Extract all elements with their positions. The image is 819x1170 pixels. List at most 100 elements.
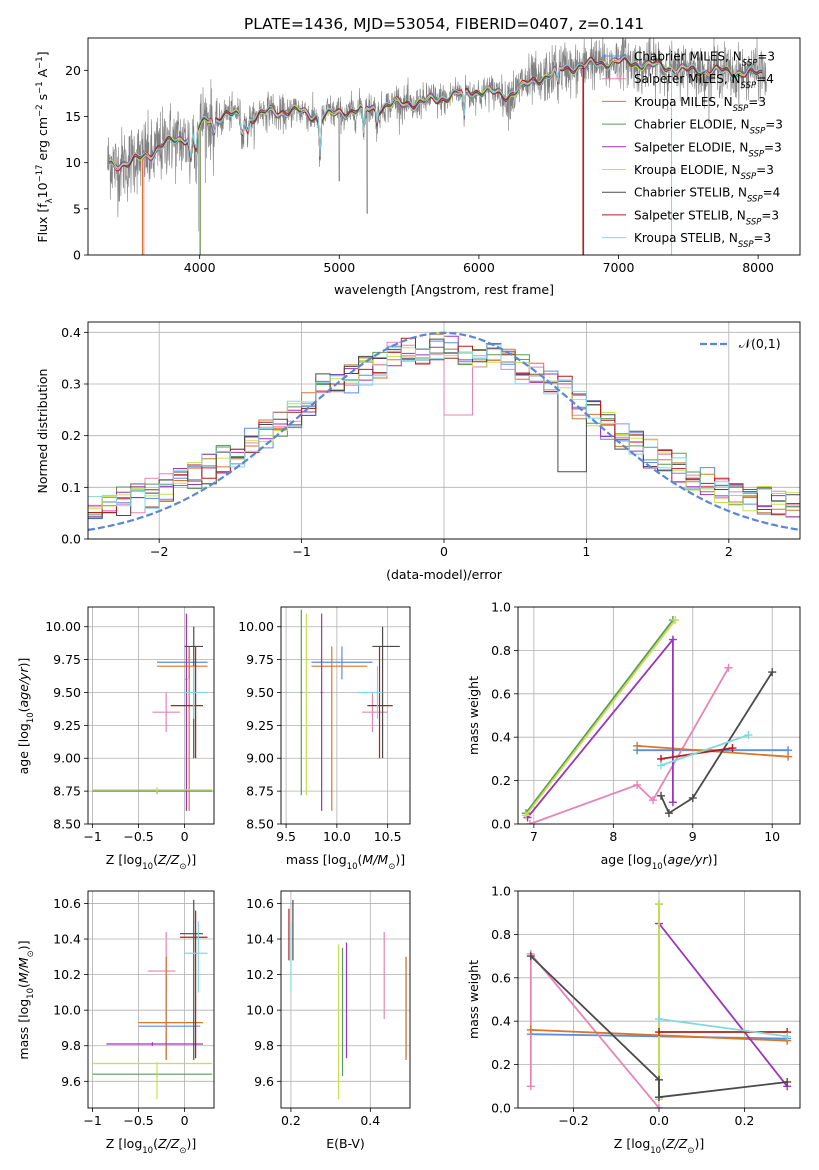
- tick-label-y: 1.0: [491, 884, 511, 899]
- weight-line: [660, 671, 773, 815]
- tick-label-x: 6000: [463, 260, 495, 275]
- tick-label-y: 10.4: [53, 932, 81, 947]
- tick-label-x: 9.5: [276, 829, 296, 844]
- tick-label-y: 0.8: [491, 927, 511, 942]
- weight-marker: [655, 900, 663, 909]
- tick-label-y: 20: [65, 63, 81, 78]
- tick-label-x: −1: [83, 829, 101, 844]
- panel-residuals: −2 −1 0 1 2 0.0 0.1 0.2 0.3 0.4 (data-model)/error…: [35, 321, 801, 582]
- residual-histogram: [88, 343, 800, 519]
- weight-line: [525, 619, 677, 816]
- plot-area: [88, 331, 800, 531]
- tick-label-x: 9: [689, 829, 697, 844]
- plot-area: [107, 38, 767, 255]
- axes-frame: [280, 606, 411, 825]
- tick-label-x: −0.2: [558, 1113, 588, 1128]
- tick-label-x: 2: [725, 544, 733, 559]
- tick-label-y: 0.1: [61, 480, 81, 495]
- axes-frame: [87, 606, 215, 825]
- tick-label-y: 10.00: [45, 619, 81, 634]
- panel-weight-vs-age: 7 8 9 10 0.0 0.2 0.4 0.6 0.8 1.0 age [log10(age/yr…: [466, 600, 801, 872]
- legend-entry: Kroupa ELODIE, NSSP=3: [634, 163, 774, 182]
- tick-label-y: 10: [65, 155, 81, 170]
- tick-label-x: 0: [181, 1113, 189, 1128]
- weight-marker: [783, 1032, 792, 1041]
- y-axis-label: Normed distribution: [35, 369, 50, 494]
- tick-label-y: 9.6: [61, 1074, 81, 1089]
- tick-label-y: 9.25: [53, 718, 81, 733]
- weight-marker: [526, 1082, 535, 1091]
- weight-line: [530, 955, 788, 1099]
- tick-label-y: 1.0: [491, 600, 511, 615]
- panel-mass-vs-z: −1 −0.5 0 9.6 9.8 10.0 10.2 10.4 10.6 Z [log10(Z/…: [16, 890, 215, 1156]
- weight-marker: [783, 1077, 792, 1086]
- tick-label-y: 9.50: [53, 685, 81, 700]
- y-axis-label: age [log10(age/yr)]: [16, 658, 36, 775]
- spectrum-model-line: [108, 57, 763, 172]
- weight-marker: [521, 811, 530, 820]
- y-axis-label: mass [log10(M/M⊙)]: [16, 940, 36, 1059]
- tick-label-y: 0.0: [491, 1101, 511, 1116]
- tick-label-y: 9.25: [246, 718, 274, 733]
- tick-label-y: 10.2: [53, 967, 81, 982]
- x-axis-label: Z [log10(Z/Z⊙)]: [106, 1136, 196, 1156]
- weight-marker: [526, 952, 535, 961]
- normal-curve: [88, 331, 800, 531]
- weight-line: [658, 922, 788, 1087]
- weight-marker: [668, 635, 677, 644]
- tick-label-x: 5000: [323, 260, 355, 275]
- axes-frame: [517, 890, 801, 1109]
- panel-age-vs-mass: 9.5 10.0 10.5 8.50 8.75 9.00 9.25 9.50 9.75 10.00…: [238, 606, 411, 872]
- tick-label-y: 0.6: [491, 970, 511, 985]
- tick-label-x: −2: [150, 544, 168, 559]
- y-axis-label: Flux [fλ10−17 erg cm−2 s−1 A−1]: [35, 51, 55, 242]
- tick-label-x: 8: [609, 829, 617, 844]
- residual-histogram: [88, 338, 800, 519]
- weight-marker: [655, 1104, 663, 1108]
- tick-label-y: 0.4: [491, 1014, 511, 1029]
- weight-marker: [526, 1025, 535, 1034]
- tick-label-x: 4000: [184, 260, 216, 275]
- legend-entry: Salpeter MILES, NSSP=4: [634, 72, 774, 91]
- panel-spectrum: 4000 5000 6000 7000 8000 0 5 10 15 20 wavelength […: [35, 37, 801, 297]
- figure-title: PLATE=1436, MJD=53054, FIBERID=0407, z=0…: [244, 15, 644, 33]
- tick-label-y: 9.8: [61, 1038, 81, 1053]
- x-axis-label: age [log10(age/yr)]: [601, 852, 718, 872]
- tick-label-x: 10: [764, 829, 780, 844]
- tick-label-x: 7: [530, 829, 538, 844]
- spectrum-model-line: [108, 57, 763, 169]
- panel-weight-vs-z: −0.2 0.0 0.2 0.0 0.2 0.4 0.6 0.8 1.0 Z [log10(Z/Z…: [466, 884, 801, 1156]
- tick-label-y: 10.4: [246, 932, 274, 947]
- weight-marker: [664, 809, 673, 818]
- weight-marker: [744, 731, 753, 740]
- tick-label-y: 5: [73, 201, 81, 216]
- panel-age-vs-z: −1 −0.5 0 8.50 8.75 9.00 9.25 9.50 9.75 10.00 Z [l…: [16, 606, 215, 872]
- x-axis-label: mass [log10(M/M⊙)]: [286, 852, 405, 872]
- tick-label-y: 10.0: [246, 1003, 274, 1018]
- weight-marker: [655, 1093, 663, 1102]
- weight-marker: [668, 798, 677, 807]
- x-axis-label: wavelength [Angstrom, rest frame]: [334, 282, 554, 297]
- tick-label-y: 10.00: [238, 619, 274, 634]
- tick-label-y: 8.50: [53, 817, 81, 832]
- tick-label-x: 8000: [742, 260, 774, 275]
- weight-marker: [633, 741, 642, 750]
- x-axis-label: Z [log10(Z/Z⊙)]: [106, 852, 196, 872]
- plot-area: [300, 609, 400, 811]
- plot-area: [288, 899, 407, 1100]
- weight-marker: [633, 780, 642, 789]
- tick-label-y: 10.6: [246, 896, 274, 911]
- tick-label-y: 0.2: [61, 428, 81, 443]
- weight-line: [529, 667, 730, 824]
- tick-label-y: 0.3: [61, 377, 81, 392]
- weight-line: [525, 619, 674, 814]
- tick-label-y: 8.75: [53, 784, 81, 799]
- tick-label-y: 8.50: [246, 817, 274, 832]
- legend-entry: Kroupa STELIB, NSSP=3: [634, 231, 771, 250]
- weight-marker: [768, 668, 777, 677]
- x-axis-label: (data-model)/error: [386, 567, 503, 582]
- tick-label-y: 0.4: [491, 730, 511, 745]
- tick-label-y: 0.8: [491, 643, 511, 658]
- tick-label-x: 0: [181, 829, 189, 844]
- legend-entry: Salpeter ELODIE, NSSP=3: [634, 140, 782, 159]
